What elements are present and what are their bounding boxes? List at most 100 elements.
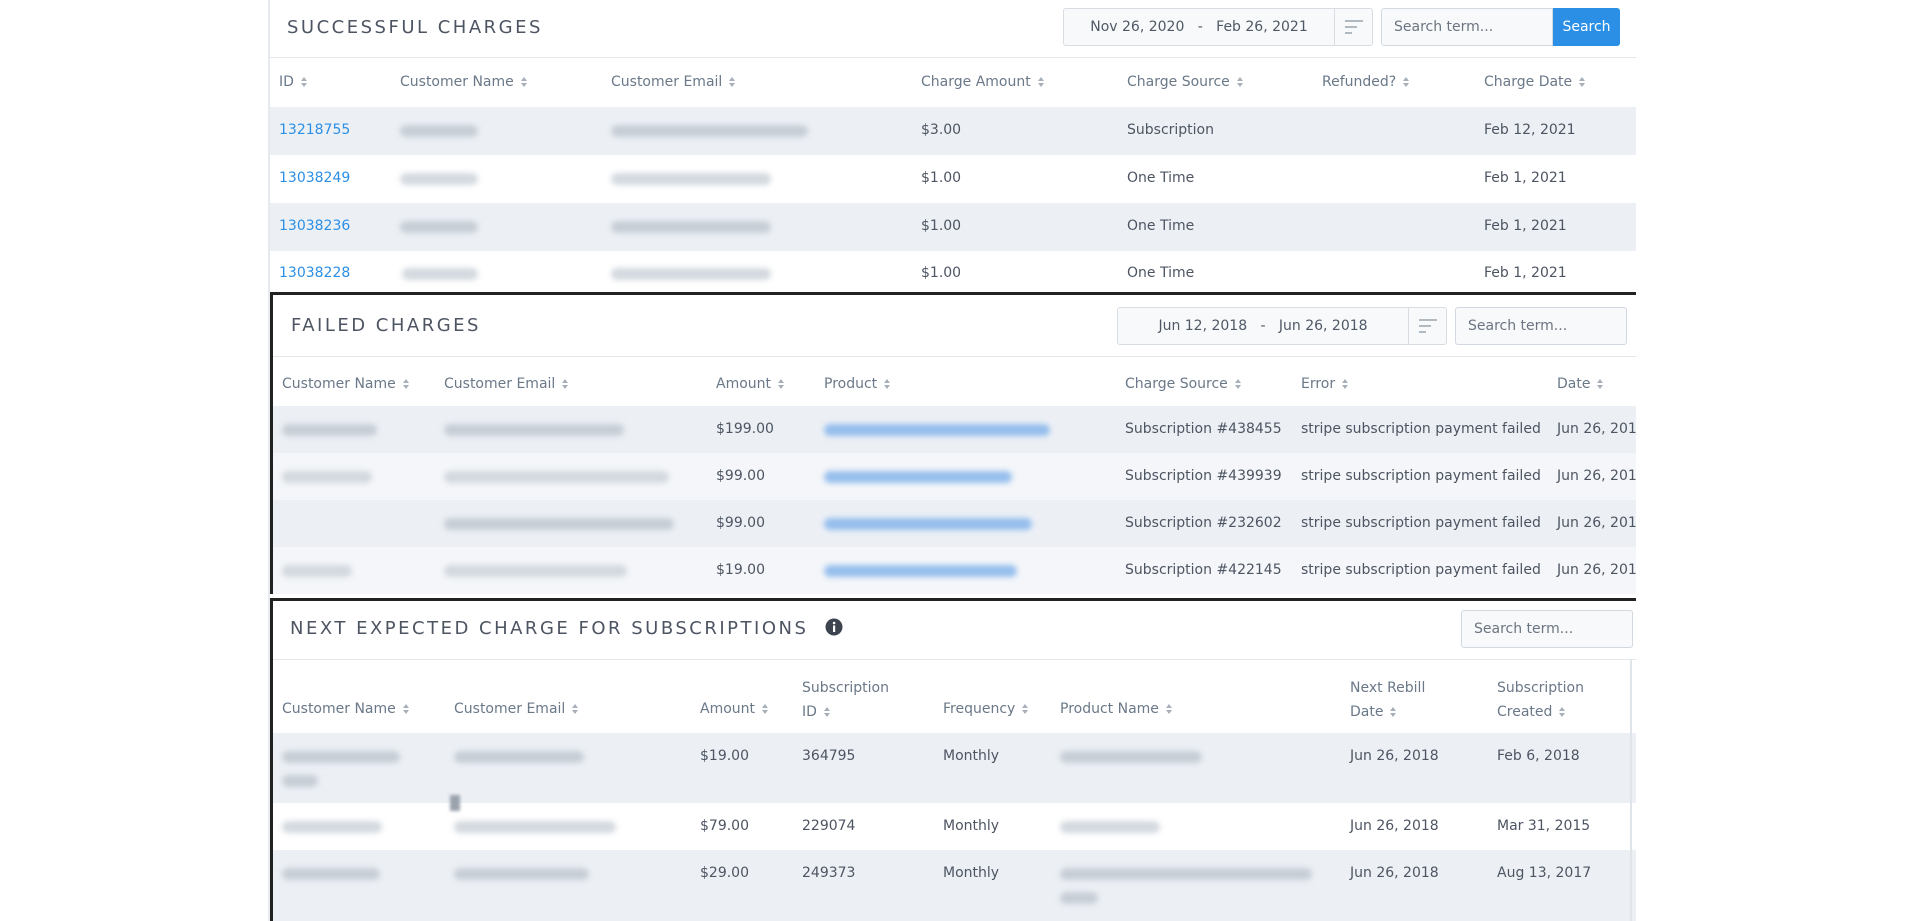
blurred-product-link[interactable] bbox=[824, 518, 1032, 530]
col-header-customer-email[interactable]: Customer Email bbox=[611, 74, 736, 90]
filter-lines-icon[interactable] bbox=[1408, 308, 1446, 344]
sort-icon bbox=[1403, 77, 1410, 87]
failed-search-input[interactable] bbox=[1455, 307, 1627, 345]
col-header-amount[interactable]: Amount bbox=[700, 701, 769, 717]
blurred-customer-name bbox=[282, 868, 380, 880]
col-header-refunded[interactable]: Refunded? bbox=[1322, 74, 1410, 90]
sort-icon bbox=[1597, 379, 1604, 389]
charge-source: One Time bbox=[1127, 170, 1195, 186]
search-button[interactable]: Search bbox=[1553, 8, 1620, 46]
blurred-customer-email bbox=[611, 221, 771, 233]
header-divider bbox=[270, 57, 1636, 58]
amount: $79.00 bbox=[700, 818, 749, 834]
col-header-customer-name[interactable]: Customer Name bbox=[282, 701, 410, 717]
charge-id-link[interactable]: 13038249 bbox=[279, 170, 351, 186]
col-header-id[interactable]: ID bbox=[279, 74, 308, 90]
col-header-customer-email[interactable]: Customer Email bbox=[444, 376, 569, 392]
charge-source: Subscription #232602 bbox=[1125, 515, 1282, 531]
date: Jun 26, 2018 bbox=[1557, 468, 1636, 484]
blurred-customer-name bbox=[400, 125, 478, 137]
col-header-charge-source[interactable]: Charge Source bbox=[1127, 74, 1244, 90]
charge-amount: $1.00 bbox=[921, 170, 962, 186]
col-header-customer-name[interactable]: Customer Name bbox=[282, 376, 410, 392]
col-header-error[interactable]: Error bbox=[1301, 376, 1349, 392]
error-message: stripe subscription payment failed bbox=[1301, 515, 1541, 531]
amount: $19.00 bbox=[700, 748, 749, 764]
date-end: Feb 26, 2021 bbox=[1216, 19, 1308, 35]
col-header-subscription-id[interactable]: Subscription ID bbox=[802, 676, 889, 724]
subscriptions-search-input[interactable] bbox=[1461, 610, 1633, 648]
header-divider bbox=[273, 659, 1636, 660]
charge-amount: $1.00 bbox=[921, 265, 962, 281]
sort-icon bbox=[778, 379, 785, 389]
table-row: 13038236 $1.00 One Time Feb 1, 2021 bbox=[270, 203, 1636, 251]
col-label: Frequency bbox=[943, 701, 1016, 717]
frequency: Monthly bbox=[943, 865, 1000, 881]
col-label: Charge Date bbox=[1484, 74, 1573, 90]
col-header-subscription-created[interactable]: Subscription Created bbox=[1497, 676, 1584, 724]
charge-amount: $1.00 bbox=[921, 218, 962, 234]
col-label-line2-wrap: ID bbox=[802, 700, 889, 724]
charge-source: Subscription #422145 bbox=[1125, 562, 1282, 578]
sort-icon bbox=[1236, 77, 1243, 87]
col-header-next-rebill-date[interactable]: Next Rebill Date bbox=[1350, 676, 1425, 724]
date-separator: - bbox=[1260, 318, 1266, 334]
blurred-product-name bbox=[1060, 821, 1160, 833]
successful-search-input[interactable] bbox=[1381, 8, 1553, 46]
sort-icon bbox=[1165, 704, 1172, 714]
failed-date-range-picker[interactable]: Jun 12, 2018 - Jun 26, 2018 bbox=[1117, 307, 1447, 345]
col-label: Product bbox=[824, 376, 878, 392]
table-row: $19.00 Subscription #422145 stripe subsc… bbox=[273, 547, 1636, 594]
col-header-product-name[interactable]: Product Name bbox=[1060, 701, 1173, 717]
col-header-charge-source[interactable]: Charge Source bbox=[1125, 376, 1242, 392]
charge-source: One Time bbox=[1127, 265, 1195, 281]
blurred-customer-email bbox=[444, 471, 669, 483]
sort-icon bbox=[1234, 379, 1241, 389]
sort-icon bbox=[402, 704, 409, 714]
blurred-customer-name bbox=[282, 424, 377, 436]
blurred-customer-email bbox=[611, 268, 771, 280]
charge-id-link[interactable]: 13038236 bbox=[279, 218, 351, 234]
sort-icon bbox=[1037, 77, 1044, 87]
table-row: 13218755 $3.00 Subscription Feb 12, 2021 bbox=[270, 107, 1636, 155]
col-label: Charge Amount bbox=[921, 74, 1031, 90]
charge-id-link[interactable]: 13218755 bbox=[279, 122, 351, 138]
sort-icon bbox=[1342, 379, 1349, 389]
next-expected-title-text: NEXT EXPECTED CHARGE FOR SUBSCRIPTIONS bbox=[290, 618, 809, 639]
col-label: Customer Name bbox=[400, 74, 514, 90]
col-label-line1: Subscription bbox=[802, 680, 889, 696]
table-row: 13038228 $1.00 One Time Feb 1, 2021 bbox=[270, 251, 1636, 292]
col-header-customer-email[interactable]: Customer Email bbox=[454, 701, 579, 717]
blurred-customer-name bbox=[400, 221, 478, 233]
col-label: Customer Email bbox=[444, 376, 556, 392]
blurred-customer-name bbox=[402, 268, 478, 280]
successful-date-range-picker[interactable]: Nov 26, 2020 - Feb 26, 2021 bbox=[1063, 8, 1373, 46]
col-header-customer-name[interactable]: Customer Name bbox=[400, 74, 528, 90]
col-header-frequency[interactable]: Frequency bbox=[943, 701, 1029, 717]
col-header-charge-amount[interactable]: Charge Amount bbox=[921, 74, 1045, 90]
amount: $199.00 bbox=[716, 421, 774, 437]
col-header-amount[interactable]: Amount bbox=[716, 376, 785, 392]
blurred-customer-name bbox=[400, 173, 478, 185]
col-label-line2-wrap: Date bbox=[1350, 700, 1425, 724]
sort-icon bbox=[300, 77, 307, 87]
successful-charges-panel: SUCCESSFUL CHARGES Nov 26, 2020 - Feb 26… bbox=[270, 0, 1636, 292]
charge-id-link[interactable]: 13038228 bbox=[279, 265, 351, 281]
sort-icon bbox=[1579, 77, 1586, 87]
col-header-date[interactable]: Date bbox=[1557, 376, 1604, 392]
col-label: Amount bbox=[700, 701, 756, 717]
blurred-product-link[interactable] bbox=[824, 424, 1050, 436]
blurred-product-link[interactable] bbox=[824, 471, 1012, 483]
next-expected-title: NEXT EXPECTED CHARGE FOR SUBSCRIPTIONS bbox=[290, 618, 843, 639]
date: Jun 26, 2018 bbox=[1557, 421, 1636, 437]
blurred-product-link[interactable] bbox=[824, 565, 1017, 577]
info-icon[interactable] bbox=[825, 618, 843, 636]
error-message: stripe subscription payment failed bbox=[1301, 468, 1541, 484]
blurred-customer-email bbox=[444, 518, 674, 530]
filter-lines-icon[interactable] bbox=[1334, 9, 1372, 45]
col-header-charge-date[interactable]: Charge Date bbox=[1484, 74, 1586, 90]
charge-date: Feb 1, 2021 bbox=[1484, 218, 1567, 234]
col-label-line2: ID bbox=[802, 704, 817, 720]
col-header-product[interactable]: Product bbox=[824, 376, 891, 392]
